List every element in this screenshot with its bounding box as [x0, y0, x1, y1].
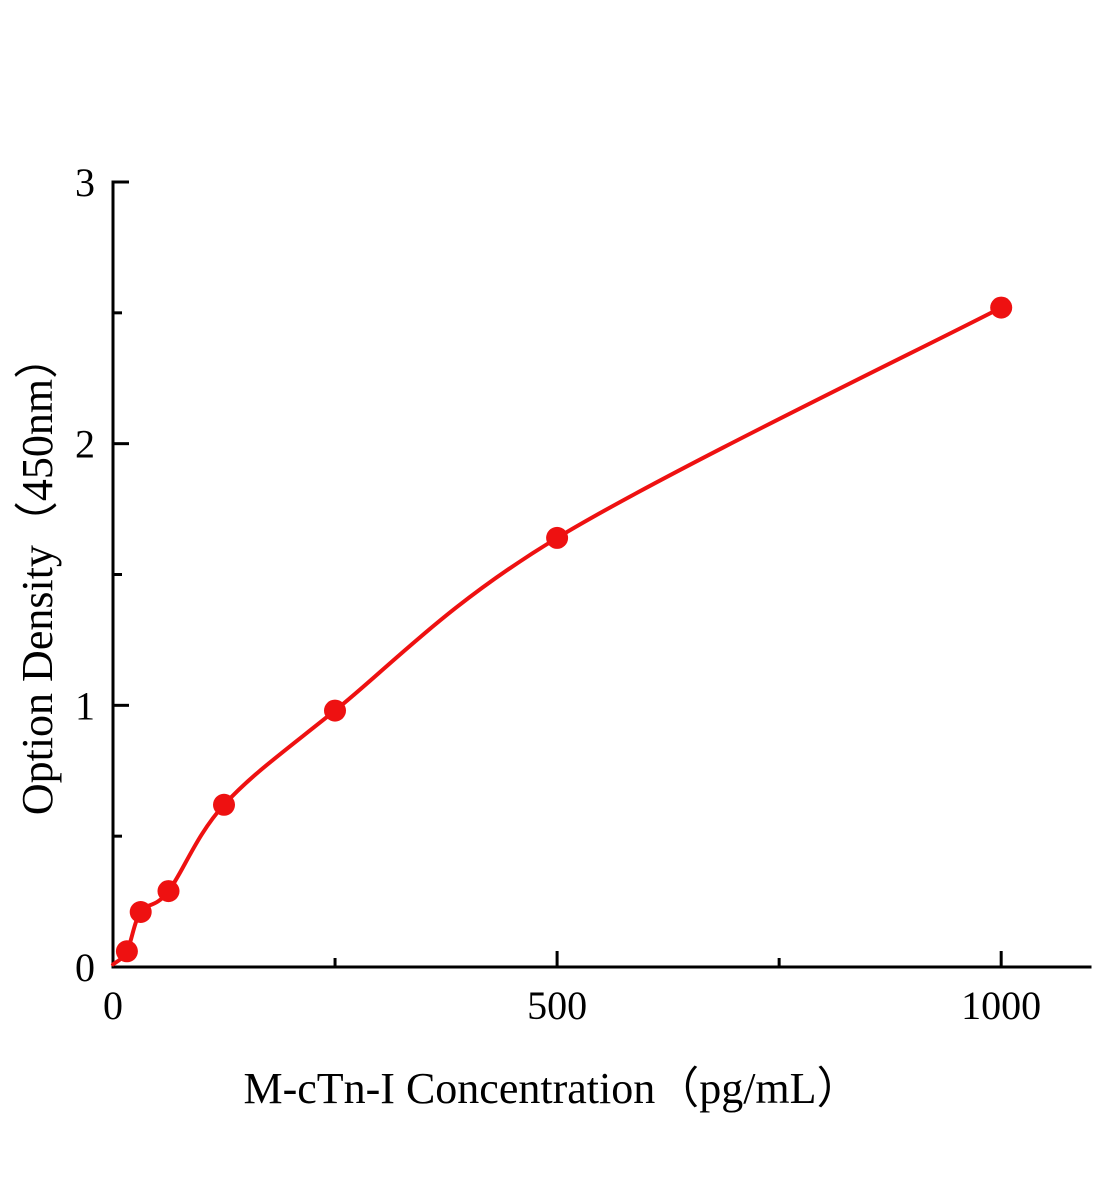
data-point [115, 940, 138, 963]
x-tick-label: 0 [103, 983, 123, 1028]
x-tick-label: 1000 [961, 983, 1041, 1028]
data-point [546, 526, 569, 549]
axes [111, 180, 1092, 969]
data-point [990, 296, 1013, 319]
x-axis-title: M-cTn-I Concentration（pg/mL） [243, 1064, 861, 1113]
x-tick-label: 500 [527, 983, 587, 1028]
y-tick-label: 0 [75, 945, 95, 990]
y-tick-label: 1 [75, 683, 95, 728]
y-axis-title: Option Density（450nm） [13, 334, 62, 816]
y-tick-label: 3 [75, 160, 95, 205]
data-point [157, 880, 180, 903]
fit-curve [111, 305, 1004, 967]
data-point [129, 901, 152, 923]
data-point [324, 699, 346, 722]
y-tick-label: 2 [75, 422, 95, 467]
data-point [213, 793, 235, 816]
